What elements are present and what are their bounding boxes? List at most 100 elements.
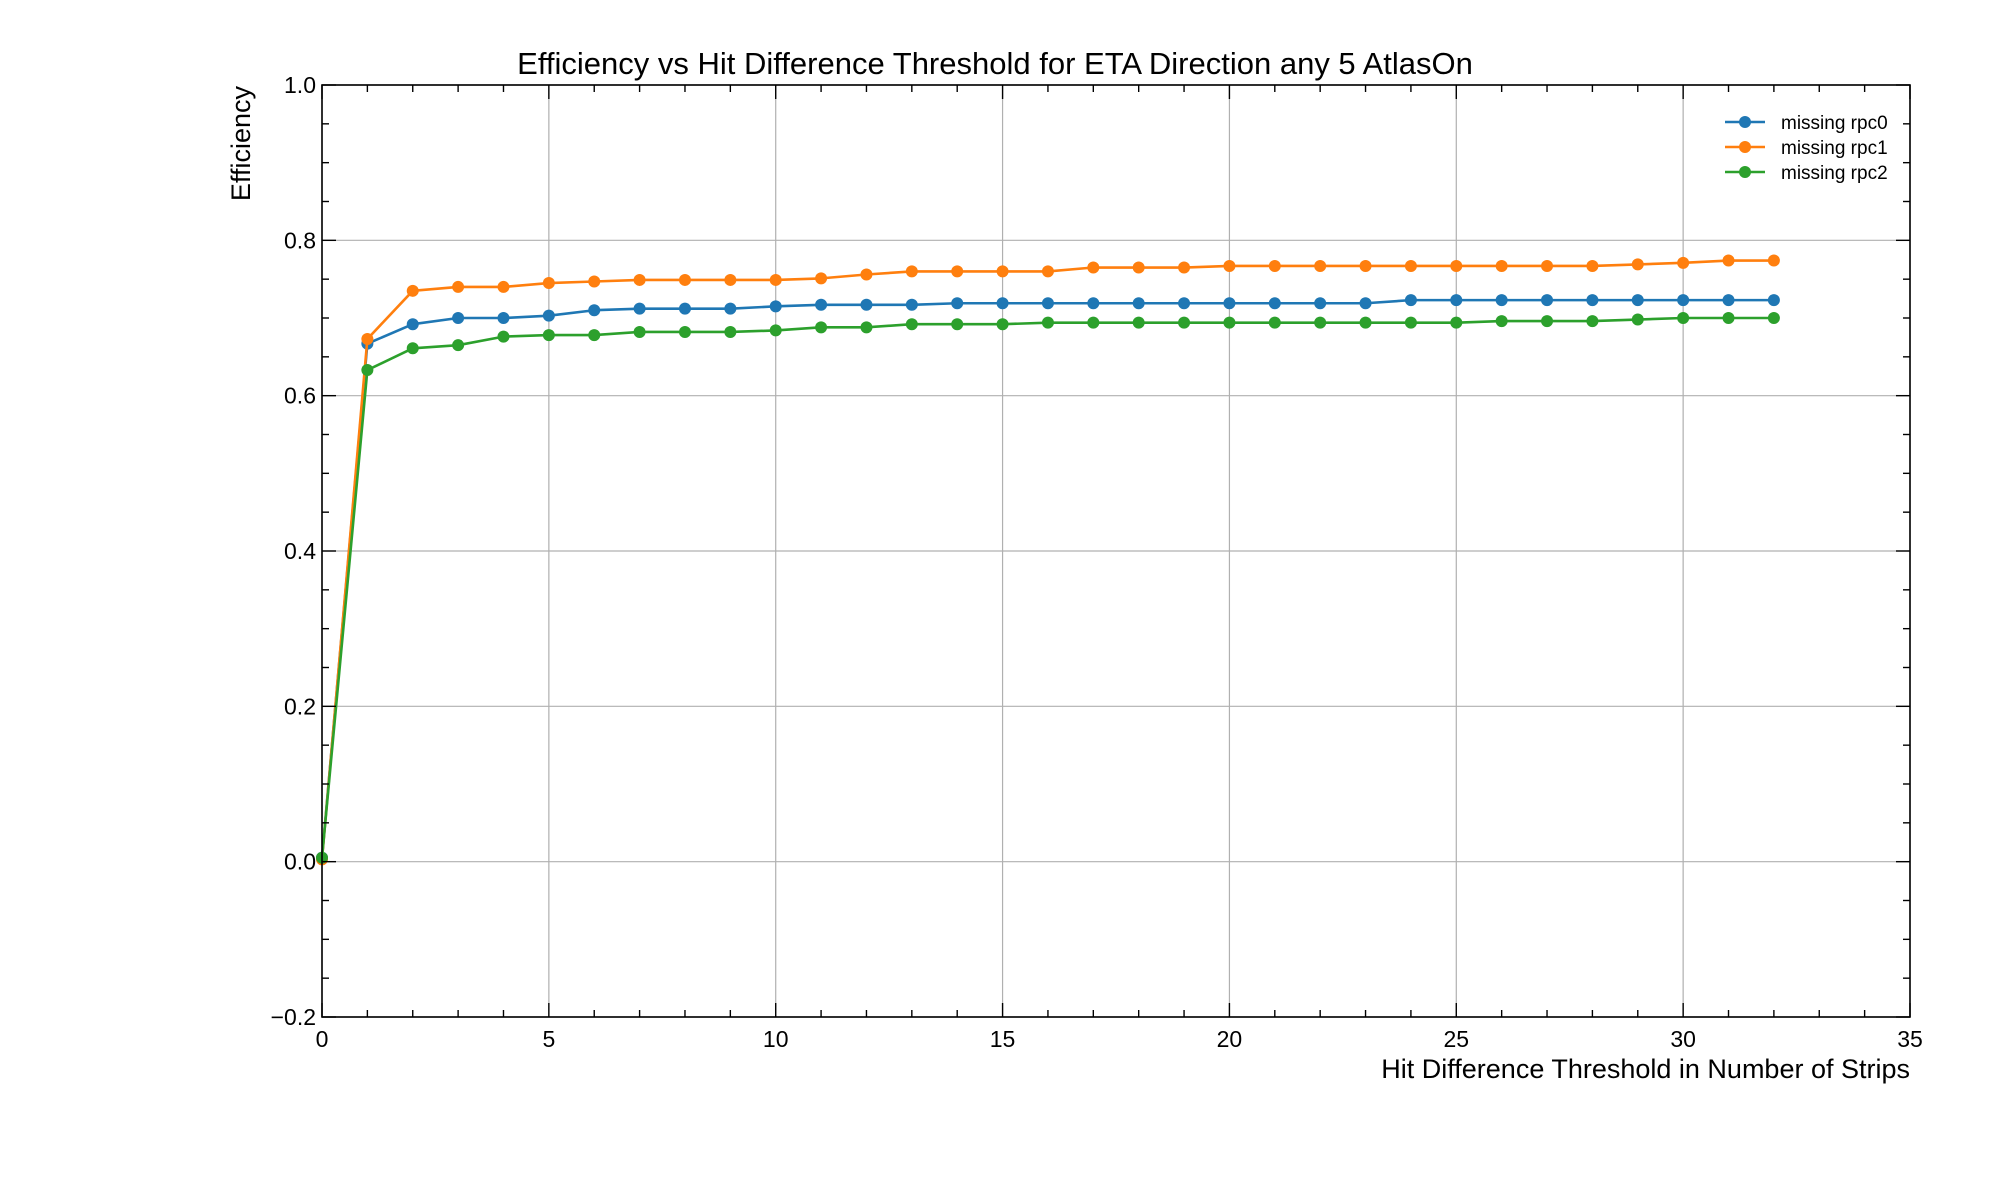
data-point	[860, 321, 873, 334]
data-point	[1314, 259, 1327, 272]
series-missing-rpc0	[316, 294, 1780, 864]
data-point	[1223, 316, 1236, 329]
data-point	[361, 332, 374, 345]
x-tick-label: 20	[1217, 1026, 1243, 1052]
data-point	[951, 265, 964, 278]
series-missing-rpc1	[316, 254, 1780, 866]
data-point	[542, 277, 555, 290]
tick-labels: 0 5 10 15 20 25 30 35 −0.2 0.0 0.2 0.4 0.6 0.8 1.0	[271, 72, 1923, 1052]
legend-swatch-marker	[1739, 141, 1751, 153]
data-point	[542, 329, 555, 342]
data-point	[1268, 297, 1281, 310]
data-point	[1268, 259, 1281, 272]
data-point	[1359, 259, 1372, 272]
data-point	[1132, 297, 1145, 310]
data-point	[1087, 261, 1100, 274]
data-point	[724, 325, 737, 338]
data-point	[815, 321, 828, 334]
data-point	[1450, 316, 1463, 329]
data-point	[1677, 256, 1690, 269]
data-point	[1767, 294, 1780, 307]
data-point	[1041, 265, 1054, 278]
data-point	[406, 318, 419, 331]
data-point	[1132, 316, 1145, 329]
data-point	[678, 302, 691, 315]
data-point	[633, 325, 646, 338]
x-tick-label: 10	[763, 1026, 789, 1052]
data-point	[1586, 294, 1599, 307]
data-point	[406, 342, 419, 355]
x-axis-label: Hit Difference Threshold in Number of St…	[1381, 1054, 1910, 1084]
data-point	[1314, 316, 1327, 329]
data-point	[1132, 261, 1145, 274]
data-point	[1722, 254, 1735, 267]
legend-swatch-marker	[1739, 116, 1751, 128]
data-point	[1677, 312, 1690, 324]
data-point	[1631, 313, 1644, 326]
data-point	[1767, 312, 1780, 324]
data-point	[724, 302, 737, 315]
data-point	[497, 330, 510, 343]
data-point	[1495, 294, 1508, 307]
data-point	[1450, 294, 1463, 307]
data-point	[1495, 259, 1508, 272]
data-point	[406, 284, 419, 297]
data-point	[1359, 316, 1372, 329]
data-point	[815, 272, 828, 285]
data-point	[1223, 259, 1236, 272]
data-point	[361, 364, 374, 377]
data-point	[452, 280, 465, 293]
data-point	[633, 302, 646, 315]
data-point	[1586, 315, 1599, 328]
data-point	[588, 304, 601, 317]
data-point	[860, 268, 873, 281]
data-point	[905, 318, 918, 331]
data-point	[860, 298, 873, 311]
data-point	[951, 318, 964, 331]
legend-swatch-marker	[1739, 166, 1751, 178]
data-point	[1268, 316, 1281, 329]
data-point	[588, 329, 601, 342]
legend-item: missing rpc2	[1725, 163, 1888, 184]
y-tick-label: 0.6	[284, 383, 316, 409]
data-point	[1722, 312, 1735, 324]
data-point	[1178, 316, 1191, 329]
data-point	[1404, 294, 1417, 307]
y-tick-label: 0.4	[284, 538, 316, 564]
data-point	[1404, 316, 1417, 329]
data-point	[1767, 254, 1780, 267]
legend: missing rpc0 missing rpc1 missing rpc2	[1725, 113, 1888, 184]
data-point	[1541, 315, 1554, 328]
data-point	[769, 324, 782, 337]
series-missing-rpc2	[316, 312, 1780, 864]
axis-ticks	[321, 84, 1911, 1018]
data-point	[1541, 259, 1554, 272]
data-point	[1631, 294, 1644, 307]
data-point	[1404, 259, 1417, 272]
data-point	[1041, 316, 1054, 329]
data-point	[1677, 294, 1690, 307]
x-tick-label: 5	[542, 1026, 555, 1052]
data-point	[452, 312, 465, 324]
data-point	[769, 273, 782, 286]
data-point	[1495, 315, 1508, 328]
legend-label: missing rpc2	[1781, 163, 1888, 184]
x-tick-label: 30	[1670, 1026, 1696, 1052]
data-point	[905, 265, 918, 278]
data-point	[633, 273, 646, 286]
legend-label: missing rpc0	[1781, 113, 1888, 134]
data-point	[1223, 297, 1236, 310]
y-tick-label: 0.0	[284, 849, 316, 875]
y-tick-label: −0.2	[271, 1004, 316, 1030]
x-tick-label: 25	[1443, 1026, 1469, 1052]
data-point	[1087, 316, 1100, 329]
data-point	[1541, 294, 1554, 307]
data-point	[1087, 297, 1100, 310]
data-point	[1178, 297, 1191, 310]
data-point	[996, 265, 1009, 278]
y-tick-label: 0.2	[284, 693, 316, 719]
y-tick-label: 1.0	[284, 72, 316, 98]
data-point	[1314, 297, 1327, 310]
data-point	[996, 297, 1009, 310]
